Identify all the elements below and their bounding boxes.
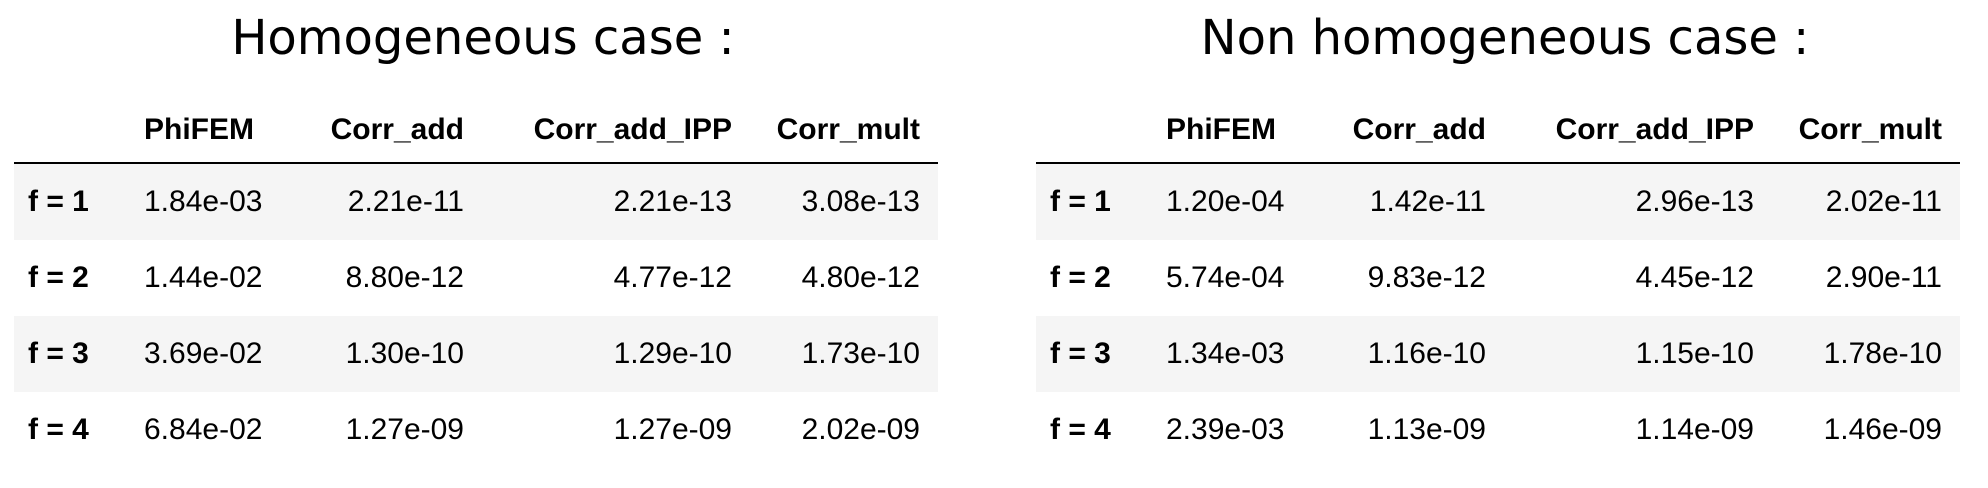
table-cell: 1.84e-03 (126, 163, 298, 240)
table-cell: 1.30e-10 (298, 316, 482, 392)
column-header: Corr_add (298, 98, 482, 164)
column-header: Corr_mult (750, 98, 938, 164)
row-label: f = 3 (1036, 316, 1148, 392)
table-cell: 3.08e-13 (750, 163, 938, 240)
header-row: PhiFEM Corr_add Corr_add_IPP Corr_mult (1036, 98, 1960, 164)
results-table: PhiFEM Corr_add Corr_add_IPP Corr_mult f… (14, 98, 938, 468)
corner-header (1036, 98, 1148, 164)
table-cell: 2.21e-13 (482, 163, 750, 240)
table-cell: 1.29e-10 (482, 316, 750, 392)
row-label: f = 4 (1036, 392, 1148, 468)
column-header: PhiFEM (126, 98, 298, 164)
row-label: f = 2 (14, 240, 126, 316)
row-label: f = 2 (1036, 240, 1148, 316)
table-cell: 4.80e-12 (750, 240, 938, 316)
table-cell: 1.16e-10 (1320, 316, 1504, 392)
table-cell: 8.80e-12 (298, 240, 482, 316)
panel-title: Non homogeneous case : (1200, 10, 1810, 66)
table-cell: 1.27e-09 (298, 392, 482, 468)
corner-header (14, 98, 126, 164)
homogeneous-panel: Homogeneous case : PhiFEM Corr_add Corr_… (14, 0, 952, 468)
table-cell: 2.02e-09 (750, 392, 938, 468)
table-cell: 1.42e-11 (1320, 163, 1504, 240)
table-row: f = 1 1.84e-03 2.21e-11 2.21e-13 3.08e-1… (14, 163, 938, 240)
header-row: PhiFEM Corr_add Corr_add_IPP Corr_mult (14, 98, 938, 164)
table-cell: 1.34e-03 (1148, 316, 1320, 392)
table-row: f = 2 1.44e-02 8.80e-12 4.77e-12 4.80e-1… (14, 240, 938, 316)
table-row: f = 2 5.74e-04 9.83e-12 4.45e-12 2.90e-1… (1036, 240, 1960, 316)
table-cell: 4.77e-12 (482, 240, 750, 316)
table-row: f = 1 1.20e-04 1.42e-11 2.96e-13 2.02e-1… (1036, 163, 1960, 240)
row-label: f = 1 (14, 163, 126, 240)
table-row: f = 3 3.69e-02 1.30e-10 1.29e-10 1.73e-1… (14, 316, 938, 392)
table-cell: 9.83e-12 (1320, 240, 1504, 316)
table-cell: 6.84e-02 (126, 392, 298, 468)
table-cell: 2.02e-11 (1772, 163, 1960, 240)
column-header: Corr_add_IPP (1504, 98, 1772, 164)
table-row: f = 4 6.84e-02 1.27e-09 1.27e-09 2.02e-0… (14, 392, 938, 468)
table-cell: 1.13e-09 (1320, 392, 1504, 468)
table-cell: 2.96e-13 (1504, 163, 1772, 240)
table-cell: 5.74e-04 (1148, 240, 1320, 316)
column-header: Corr_add (1320, 98, 1504, 164)
panel-title: Homogeneous case : (231, 10, 735, 66)
table-cell: 4.45e-12 (1504, 240, 1772, 316)
row-label: f = 1 (1036, 163, 1148, 240)
row-label: f = 4 (14, 392, 126, 468)
table-cell: 1.27e-09 (482, 392, 750, 468)
table-cell: 2.39e-03 (1148, 392, 1320, 468)
table-cell: 1.78e-10 (1772, 316, 1960, 392)
table-row: f = 3 1.34e-03 1.16e-10 1.15e-10 1.78e-1… (1036, 316, 1960, 392)
table-cell: 1.14e-09 (1504, 392, 1772, 468)
table-cell: 1.20e-04 (1148, 163, 1320, 240)
table-cell: 1.46e-09 (1772, 392, 1960, 468)
table-cell: 2.90e-11 (1772, 240, 1960, 316)
non-homogeneous-panel: Non homogeneous case : PhiFEM Corr_add C… (1036, 0, 1974, 468)
column-header: Corr_add_IPP (482, 98, 750, 164)
table-row: f = 4 2.39e-03 1.13e-09 1.14e-09 1.46e-0… (1036, 392, 1960, 468)
table-cell: 1.15e-10 (1504, 316, 1772, 392)
table-cell: 3.69e-02 (126, 316, 298, 392)
row-label: f = 3 (14, 316, 126, 392)
results-table: PhiFEM Corr_add Corr_add_IPP Corr_mult f… (1036, 98, 1960, 468)
table-cell: 1.44e-02 (126, 240, 298, 316)
table-cell: 2.21e-11 (298, 163, 482, 240)
column-header: PhiFEM (1148, 98, 1320, 164)
column-header: Corr_mult (1772, 98, 1960, 164)
table-cell: 1.73e-10 (750, 316, 938, 392)
